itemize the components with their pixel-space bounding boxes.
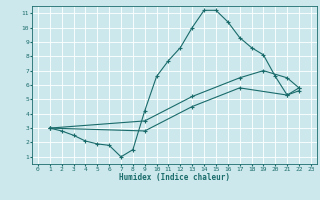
X-axis label: Humidex (Indice chaleur): Humidex (Indice chaleur) [119, 173, 230, 182]
